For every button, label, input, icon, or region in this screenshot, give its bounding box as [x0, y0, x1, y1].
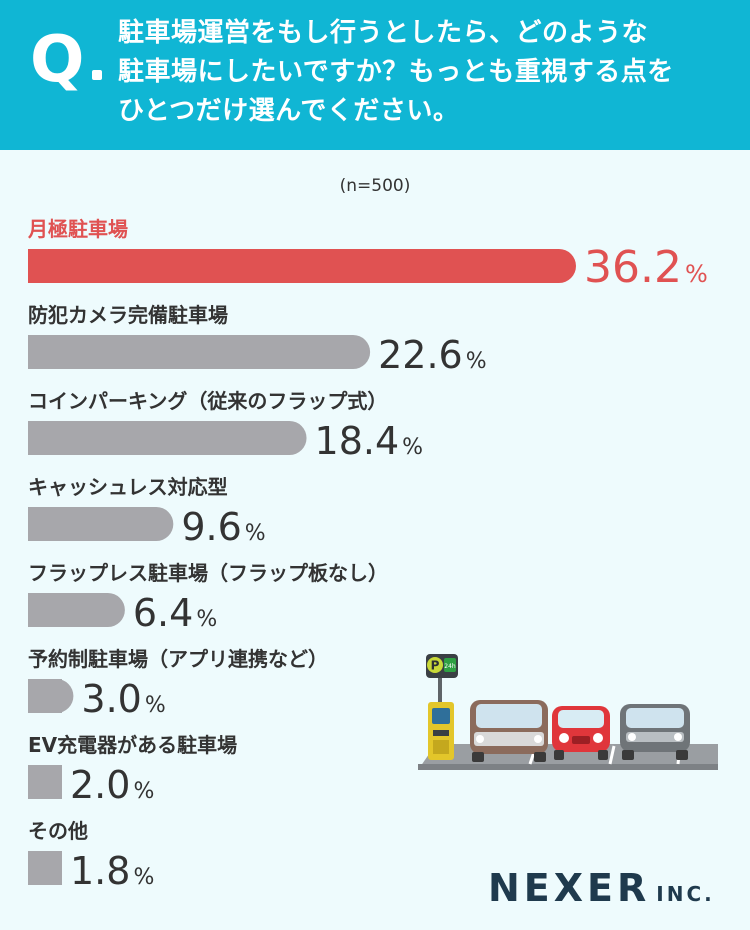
brand-name: NEXER — [488, 866, 651, 910]
sample-size-note: (n=500) — [339, 176, 411, 196]
question-line: ひとつだけ選んでください。 — [118, 96, 460, 126]
parking-sign-hours: 24h — [444, 663, 456, 670]
question-line: 駐車場運営をもし行うとしたら、どのような — [118, 18, 649, 48]
value-label: 36.2% — [584, 242, 708, 293]
question-line: 駐車場にしたいですか？もっとも重視する点を — [118, 57, 674, 87]
bar-square-end — [28, 335, 62, 369]
bar — [28, 335, 371, 369]
category-label: キャッシュレス対応型 — [28, 475, 228, 499]
brand-logo: NEXER INC. — [488, 866, 715, 910]
value-label: 1.8% — [70, 849, 154, 893]
bar-square-end — [28, 249, 62, 283]
value-label: 22.6% — [378, 333, 487, 377]
parking-sign-letter: P — [431, 659, 440, 673]
question-header: Q 駐車場運営をもし行うとしたら、どのような 駐車場にしたいですか？もっとも重視… — [0, 0, 750, 150]
bar-square-end — [28, 851, 62, 885]
bar-square-end — [28, 765, 62, 799]
parking-lot-illustration: P 24h — [418, 654, 718, 770]
car-icon — [470, 700, 548, 762]
brand-suffix: INC. — [656, 882, 715, 906]
car-icon — [552, 706, 610, 760]
value-label: 2.0% — [70, 763, 154, 807]
bar — [28, 421, 307, 455]
bar — [28, 249, 576, 283]
bar-square-end — [28, 421, 62, 455]
q-dot — [92, 70, 102, 80]
bar — [28, 507, 174, 541]
bar-square-end — [28, 679, 62, 713]
category-label: フラップレス駐車場（フラップ板なし） — [28, 561, 388, 585]
bar-square-end — [28, 593, 62, 627]
category-label: その他 — [28, 819, 88, 843]
category-label: 月極駐車場 — [27, 217, 128, 241]
category-label: 予約制駐車場（アプリ連携など） — [28, 647, 328, 671]
car-icon — [620, 704, 690, 760]
question-text: 駐車場運営をもし行うとしたら、どのような 駐車場にしたいですか？もっとも重視する… — [118, 14, 738, 131]
category-label: コインパーキング（従来のフラップ式） — [28, 389, 387, 413]
value-label: 9.6% — [181, 505, 265, 549]
value-label: 3.0% — [81, 677, 165, 721]
category-label: 防犯カメラ完備駐車場 — [28, 303, 228, 327]
bar-square-end — [28, 507, 62, 541]
value-label: 6.4% — [133, 591, 217, 635]
value-label: 18.4% — [315, 419, 424, 463]
category-label: EV充電器がある駐車場 — [28, 733, 237, 757]
q-mark: Q — [30, 23, 85, 97]
